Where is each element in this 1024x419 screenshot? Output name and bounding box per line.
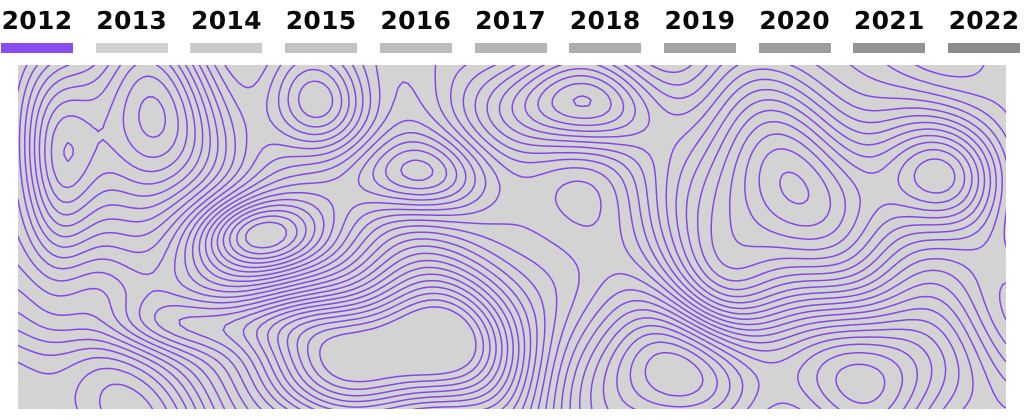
contour-line	[23, 65, 1006, 409]
contour-line	[74, 149, 904, 409]
year-tab-2015[interactable]: 2015	[281, 6, 361, 53]
year-tab-2017[interactable]: 2017	[471, 6, 551, 53]
year-label: 2014	[191, 6, 262, 35]
contour-line	[18, 65, 974, 409]
year-label: 2020	[759, 6, 830, 35]
contour-line	[50, 65, 973, 408]
year-label: 2018	[569, 6, 641, 35]
year-label: 2022	[948, 6, 1020, 35]
contour-line	[28, 65, 997, 409]
year-indicator	[474, 43, 547, 53]
year-tab-2013[interactable]: 2013	[92, 6, 172, 53]
year-label: 2016	[380, 6, 452, 35]
contour-map	[18, 65, 1006, 409]
contour-line	[319, 171, 810, 383]
contour-line	[245, 221, 704, 397]
contour-line	[18, 132, 933, 409]
year-indicator-selected	[1, 43, 73, 53]
contour-line	[18, 65, 1006, 409]
contour-line	[38, 65, 986, 409]
year-label: 2017	[475, 6, 546, 35]
contour-line	[18, 65, 1006, 409]
year-label: 2021	[853, 6, 925, 35]
contour-line	[18, 81, 960, 409]
year-indicator	[190, 43, 263, 53]
year-indicator	[758, 43, 831, 53]
year-timeline: 2012 2013 2014 2015 2016 2017 2018 2019 2020 2021…	[0, 0, 1024, 60]
contour-line	[236, 215, 718, 408]
year-indicator	[663, 43, 736, 53]
year-indicator	[95, 43, 168, 53]
year-indicator	[948, 43, 1020, 53]
year-indicator	[379, 43, 452, 53]
contour-line	[18, 119, 947, 409]
year-indicator	[285, 43, 358, 53]
contour-line	[63, 75, 966, 403]
year-indicator	[853, 43, 926, 53]
year-tab-2021[interactable]: 2021	[849, 6, 929, 53]
year-tab-2014[interactable]: 2014	[186, 6, 266, 53]
year-tab-2016[interactable]: 2016	[376, 6, 456, 53]
year-tab-2019[interactable]: 2019	[660, 6, 740, 53]
year-label: 2015	[285, 6, 357, 35]
contour-line	[18, 65, 1006, 409]
contour-line	[33, 65, 992, 409]
contour-line	[98, 159, 886, 409]
year-tab-2012[interactable]: 2012	[0, 6, 77, 53]
contour-lines	[18, 65, 1006, 409]
contour-line	[18, 65, 1006, 409]
year-tab-2022[interactable]: 2022	[944, 6, 1024, 53]
year-label: 2019	[664, 6, 736, 35]
contour-line	[44, 65, 980, 409]
contour-line	[18, 141, 919, 409]
contour-line	[138, 96, 956, 397]
year-label: 2012	[1, 6, 73, 35]
year-tab-2018[interactable]: 2018	[565, 6, 645, 53]
year-label: 2013	[96, 6, 168, 35]
contour-line	[306, 148, 832, 391]
year-indicator	[569, 43, 642, 53]
year-tab-2020[interactable]: 2020	[755, 6, 835, 53]
